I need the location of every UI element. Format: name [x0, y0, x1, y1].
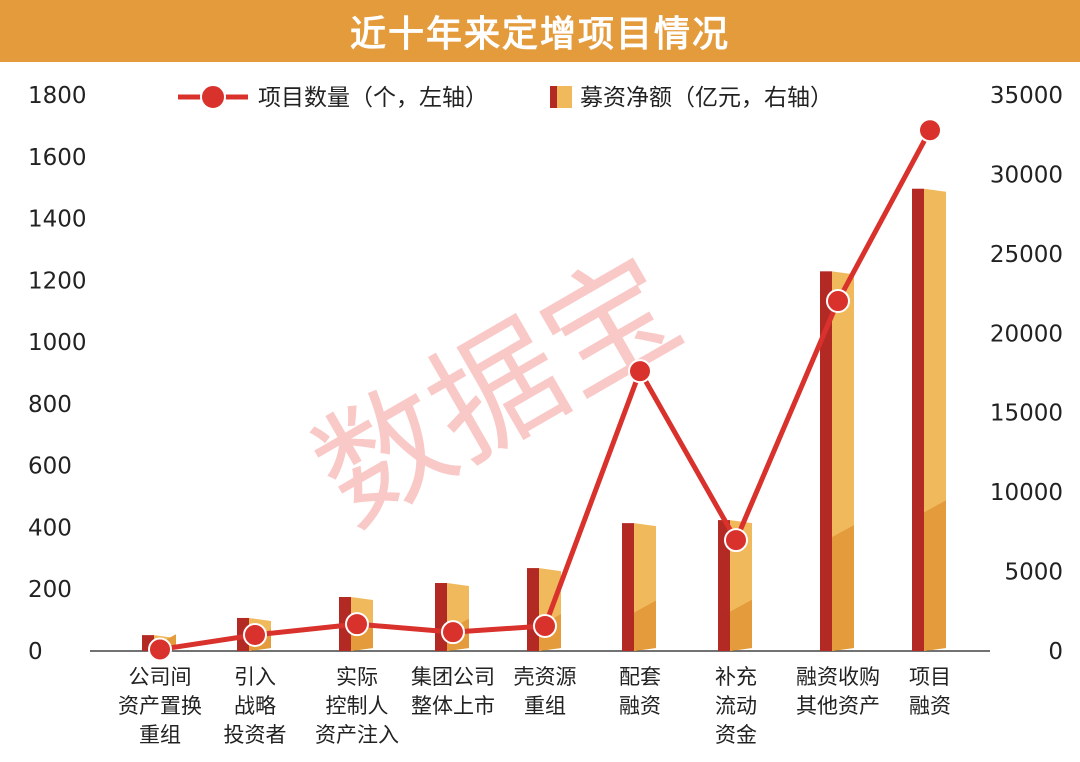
bar-front-face — [527, 568, 539, 651]
x-axis-category-label: 其他资产 — [796, 694, 880, 718]
bar-side-shade — [832, 525, 854, 651]
x-axis-category-label: 投资者 — [224, 723, 287, 747]
legend-dot-swatch — [200, 84, 226, 110]
legend-bar-swatch-dark — [550, 86, 557, 108]
right-axis-tick-label: 5000 — [1004, 560, 1063, 586]
count-data-point — [918, 118, 942, 143]
left-axis-tick-label: 600 — [28, 454, 72, 480]
x-axis-category-label: 融资收购 — [796, 665, 880, 689]
watermark: 数据宝 — [291, 228, 705, 555]
x-axis-category-label: 流动 — [715, 694, 757, 718]
x-axis-category-label: 配套 — [619, 665, 661, 689]
right-axis-tick-label: 0 — [1048, 639, 1063, 665]
legend-label-count: 项目数量（个，左轴） — [258, 85, 488, 111]
left-axis-tick-label: 200 — [28, 577, 72, 603]
bar-side-shade — [924, 500, 946, 651]
count-data-point — [148, 637, 172, 662]
x-axis-category-label: 集团公司 — [411, 665, 495, 689]
x-axis-category-label: 资产置换 — [118, 694, 202, 718]
right-axis-tick-label: 35000 — [990, 83, 1063, 109]
x-axis-category-label: 项目 — [909, 665, 951, 689]
bar-side-shade — [634, 600, 656, 651]
right-axis-tick-label: 10000 — [990, 480, 1063, 506]
left-axis-tick-label: 1400 — [28, 207, 87, 233]
bar-side-shade — [730, 599, 752, 651]
count-data-point — [533, 613, 557, 638]
x-axis-category-label: 补充 — [715, 665, 757, 689]
count-data-point — [724, 528, 748, 553]
chart-title: 近十年来定增项目情况 — [349, 14, 730, 55]
x-axis-category-label: 融资 — [619, 694, 661, 718]
right-axis-tick-label: 15000 — [990, 401, 1063, 427]
bar-front-face — [912, 188, 924, 651]
left-axis-tick-label: 1000 — [28, 330, 87, 356]
chart-title-bar: 近十年来定增项目情况 — [0, 0, 1080, 62]
legend: 项目数量（个，左轴） 募资净额（亿元，右轴） — [178, 84, 833, 111]
left-axis-tick-label: 800 — [28, 392, 72, 418]
right-axis-tick-label: 25000 — [990, 242, 1063, 268]
bar-front-face — [820, 271, 832, 651]
x-axis-category-label: 重组 — [139, 723, 181, 747]
bar-front-face — [622, 523, 634, 651]
count-data-point — [441, 620, 465, 645]
left-axis-tick-label: 1600 — [28, 145, 87, 171]
legend-label-amount: 募资净额（亿元，右轴） — [580, 85, 833, 111]
left-axis-tick-label: 1200 — [28, 268, 87, 294]
x-axis-category-label: 重组 — [524, 694, 566, 718]
left-axis-tick-label: 1800 — [28, 83, 87, 109]
legend-bar-swatch-light — [557, 86, 572, 108]
right-axis-tick-label: 20000 — [990, 321, 1063, 347]
left-axis-tick-label: 0 — [28, 639, 43, 665]
count-data-point — [826, 289, 850, 314]
x-axis-category-label: 引入 — [234, 665, 276, 689]
x-axis-category-label: 战略 — [234, 694, 276, 718]
x-axis-category-label: 整体上市 — [411, 694, 495, 718]
count-data-point — [628, 359, 652, 384]
x-axis-category-label: 控制人 — [326, 694, 389, 718]
x-axis-category-label: 实际 — [336, 665, 378, 689]
right-axis-tick-label: 30000 — [990, 162, 1063, 188]
x-axis-category-label: 资金 — [715, 723, 757, 747]
count-data-point — [345, 612, 369, 637]
x-axis-category-label: 公司间 — [129, 665, 192, 689]
bar-front-face — [718, 520, 730, 651]
count-data-point — [243, 622, 267, 647]
x-axis-category-label: 融资 — [909, 694, 951, 718]
x-axis-category-label: 壳资源 — [514, 665, 577, 689]
x-axis-category-label: 资产注入 — [315, 723, 399, 747]
left-axis-tick-label: 400 — [28, 515, 72, 541]
